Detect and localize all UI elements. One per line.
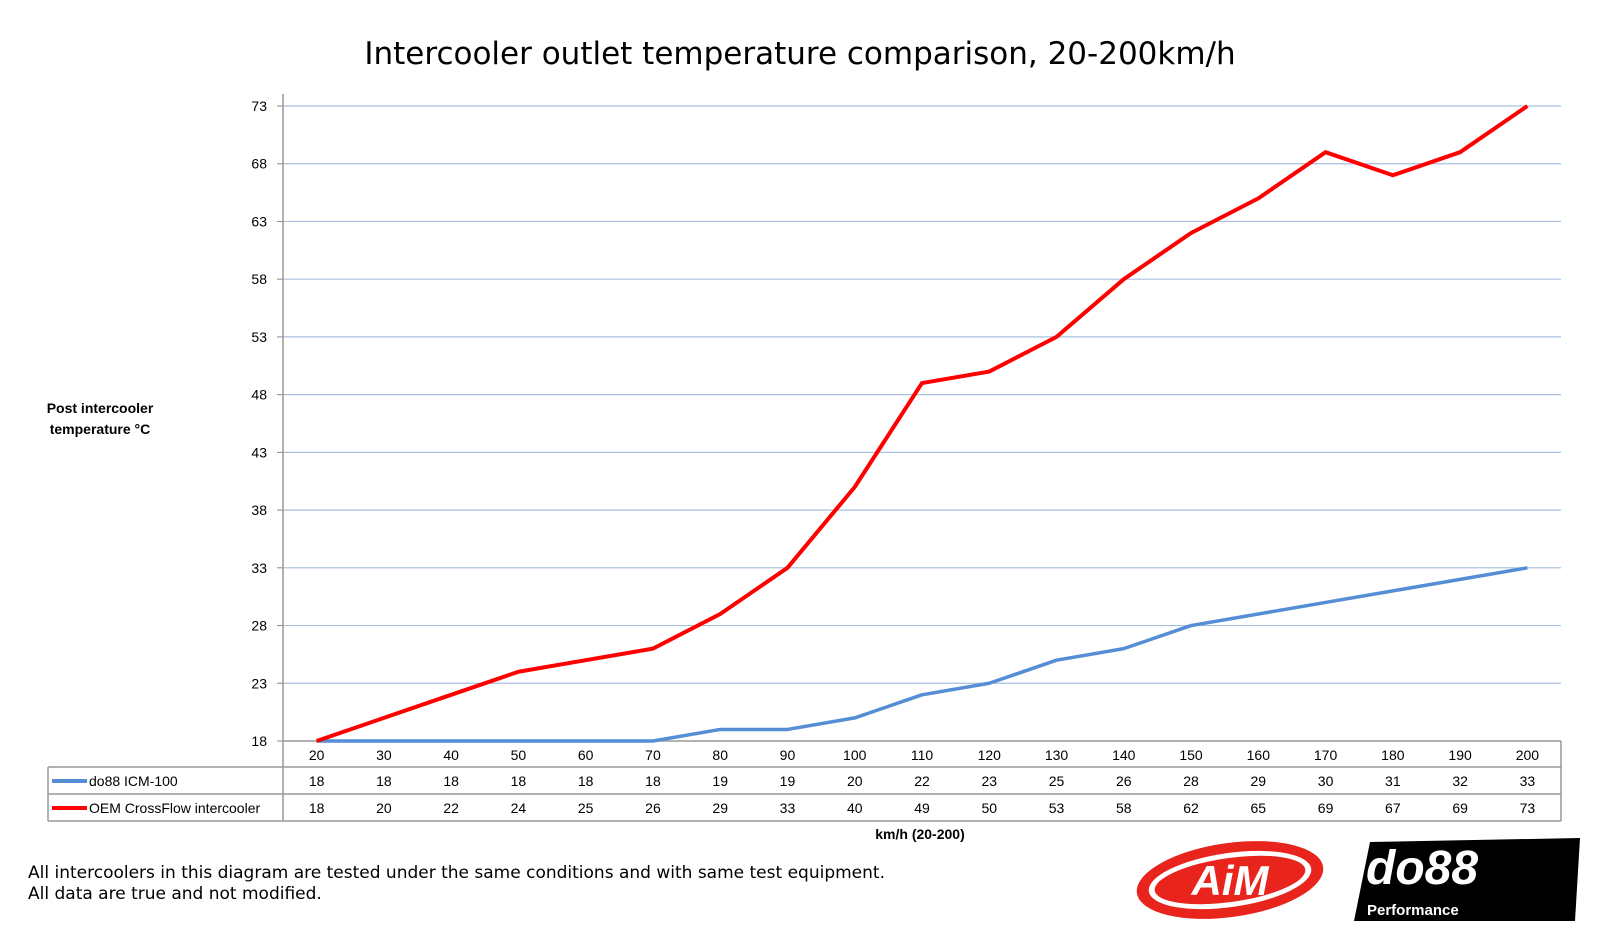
data-table-cell: 69 [1452, 800, 1468, 816]
y-tick-label: 53 [251, 329, 267, 345]
aim-logo-text: AiM [1191, 857, 1270, 904]
data-table-cell: 18 [511, 773, 527, 789]
data-table-cell: 33 [780, 800, 796, 816]
x-tick-label: 160 [1247, 747, 1271, 763]
data-table-cell: 33 [1520, 773, 1536, 789]
data-table-cell: 20 [847, 773, 863, 789]
data-table-cell: 19 [712, 773, 728, 789]
data-table-cell: 20 [376, 800, 392, 816]
data-table-cell: 18 [443, 773, 459, 789]
footnote-line-2: All data are true and not modified. [28, 884, 322, 904]
series-line [315, 104, 1529, 743]
chart-title: Intercooler outlet temperature compariso… [364, 36, 1236, 72]
data-table-cell: 53 [1049, 800, 1065, 816]
series-line [316, 566, 1528, 743]
y-axis-label: Post intercooler temperature °C [46, 400, 154, 437]
footnote: All intercoolers in this diagram are tes… [28, 863, 885, 905]
data-table-cell: 69 [1318, 800, 1334, 816]
x-tick-label: 200 [1516, 747, 1540, 763]
y-tick-label: 73 [251, 98, 267, 114]
data-table-cell: 26 [1116, 773, 1132, 789]
data-table-cell: 23 [981, 773, 997, 789]
do88-logo [1354, 838, 1580, 921]
data-table-cell: 18 [645, 773, 661, 789]
x-tick-label: 190 [1448, 747, 1472, 763]
data-table-cell: 24 [511, 800, 527, 816]
x-tick-label: 120 [978, 747, 1002, 763]
x-tick-label: 130 [1045, 747, 1069, 763]
data-table-cell: 58 [1116, 800, 1132, 816]
y-tick-label: 38 [251, 502, 267, 518]
data-table-cell: 49 [914, 800, 930, 816]
data-table-cell: 29 [712, 800, 728, 816]
data-table-cell: 18 [309, 773, 325, 789]
legend-label: OEM CrossFlow intercooler [89, 800, 260, 816]
x-tick-label: 50 [511, 747, 527, 763]
data-table-cell: 31 [1385, 773, 1401, 789]
x-tick-label: 110 [911, 747, 934, 763]
data-table-cell: 40 [847, 800, 863, 816]
legend-label: do88 ICM-100 [89, 773, 178, 789]
x-tick-label: 100 [843, 747, 867, 763]
y-tick-label: 63 [251, 213, 267, 229]
x-tick-label: 140 [1112, 747, 1136, 763]
y-tick-label: 48 [251, 387, 267, 403]
x-axis-label: km/h (20-200) [875, 826, 965, 842]
x-tick-label: 90 [780, 747, 796, 763]
data-table-cell: 25 [578, 800, 594, 816]
data-table-cell: 18 [309, 800, 325, 816]
data-table-cell: 62 [1183, 800, 1199, 816]
data-table-cell: 22 [914, 773, 930, 789]
data-table-cell: 25 [1049, 773, 1065, 789]
y-tick-label: 68 [251, 156, 267, 172]
data-table-cell: 18 [376, 773, 392, 789]
data-table-cell: 18 [578, 773, 594, 789]
x-tick-label: 80 [712, 747, 728, 763]
y-tick-label: 18 [251, 733, 267, 749]
y-tick-label: 33 [251, 560, 267, 576]
data-table-cell: 50 [981, 800, 997, 816]
aim-logo-core [1154, 855, 1306, 905]
data-table-cell: 28 [1183, 773, 1199, 789]
y-tick-label: 28 [251, 618, 267, 634]
x-tick-label: 40 [443, 747, 459, 763]
data-table-cell: 26 [645, 800, 661, 816]
y-tick-label: 58 [251, 271, 267, 287]
data-table-cell: 65 [1251, 800, 1267, 816]
x-tick-label: 150 [1179, 747, 1203, 763]
data-table-cell: 73 [1520, 800, 1536, 816]
x-tick-label: 60 [578, 747, 594, 763]
x-tick-label: 70 [645, 747, 661, 763]
do88-logo-subtext: Performance [1367, 902, 1459, 919]
data-table-cell: 19 [780, 773, 796, 789]
data-table-cell: 32 [1452, 773, 1468, 789]
x-tick-label: 170 [1314, 747, 1338, 763]
footnote-line-1: All intercoolers in this diagram are tes… [28, 863, 885, 883]
data-table-cell: 30 [1318, 773, 1334, 789]
x-tick-label: 30 [376, 747, 392, 763]
do88-logo-text: do88 [1366, 842, 1478, 895]
x-tick-label: 20 [309, 747, 325, 763]
x-tick-label: 180 [1381, 747, 1405, 763]
y-tick-label: 23 [251, 675, 267, 691]
data-table-cell: 22 [443, 800, 459, 816]
data-table-cell: 29 [1251, 773, 1267, 789]
y-tick-label: 43 [251, 444, 267, 460]
data-table-cell: 67 [1385, 800, 1401, 816]
